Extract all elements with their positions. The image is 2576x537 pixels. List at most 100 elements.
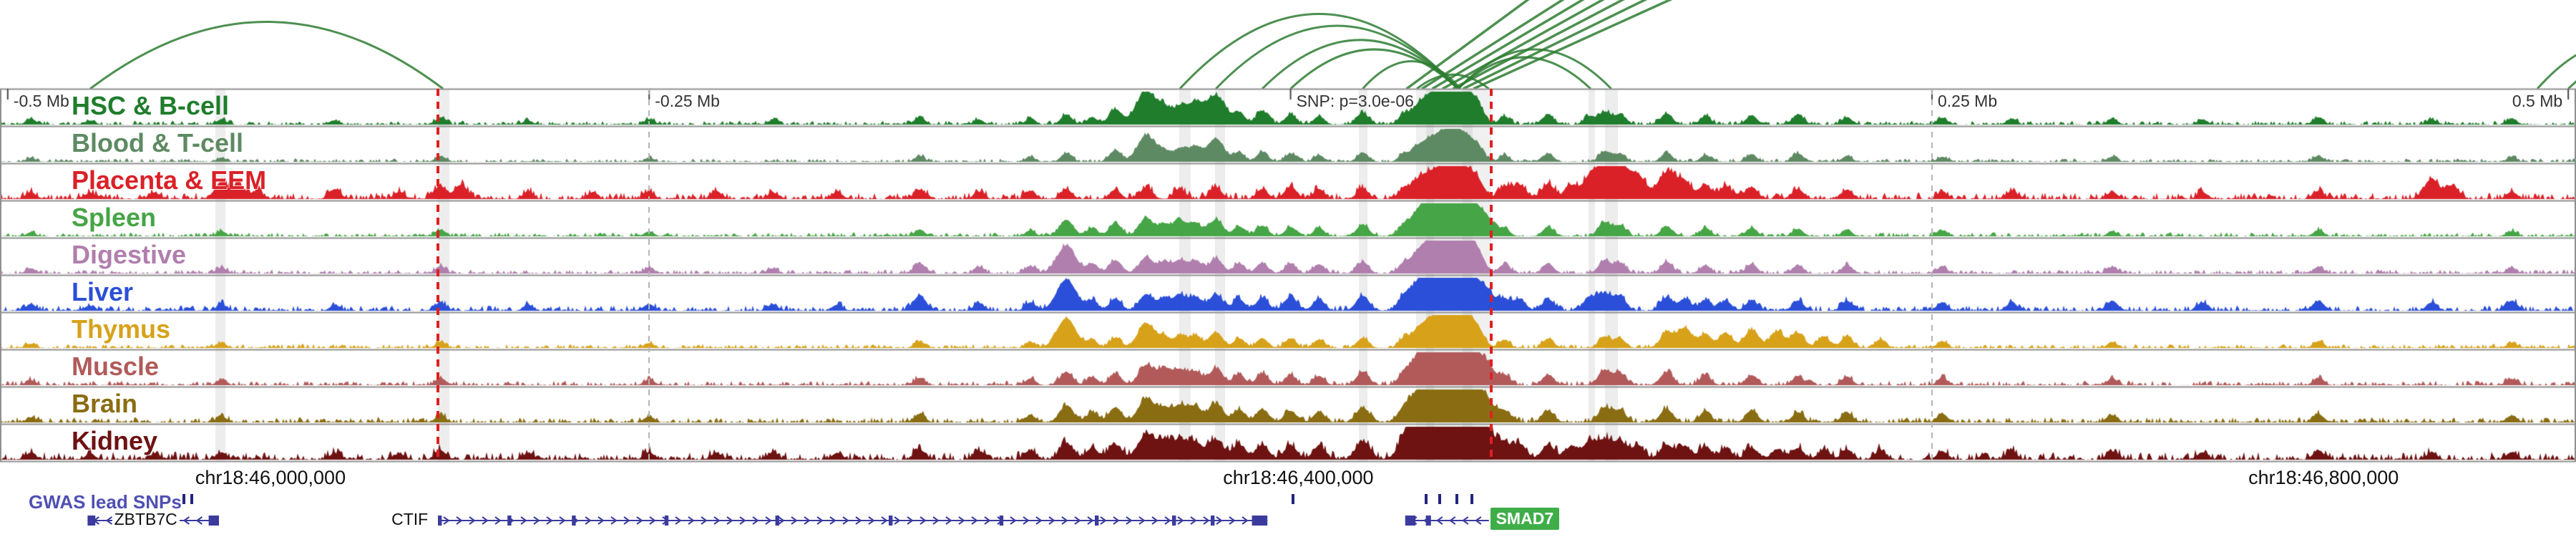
track-label-spleen: Spleen [72,203,157,232]
gwas-snp-tick [1470,494,1474,504]
gene-exon [507,516,512,526]
strand-arrow-icon [585,516,592,525]
track-label-liver: Liver [72,277,134,306]
ruler-label-left: -0.5 Mb [13,92,69,110]
strand-arrow-icon [597,516,605,525]
gene-label-smad7: SMAD7 [1490,508,1560,530]
gene-exon [1425,516,1431,526]
strand-arrow-icon [1035,516,1043,525]
strand-arrow-icon [791,516,798,525]
ruler-label-q1: -0.25 Mb [655,92,720,110]
coordinate-label-46800000: chr18:46,800,000 [2248,467,2399,488]
gene-exon [572,516,576,526]
track-label-muscle: Muscle [72,352,160,381]
strand-arrow-icon [932,516,940,525]
strand-arrow-icon [494,516,502,525]
gwas-snp-tick [1292,494,1295,504]
strand-arrow-icon [546,516,553,525]
strand-arrow-icon [919,516,927,525]
strand-arrow-icon [1048,516,1055,525]
strand-arrow-icon [688,516,695,525]
strand-arrow-icon [1203,516,1210,525]
gridline-dashed [1931,89,1933,461]
strand-arrow-icon [1138,516,1146,525]
snp-region-dashed-line [1490,89,1493,461]
strand-arrow-icon [1100,516,1107,525]
strand-arrow-icon [623,516,630,525]
strand-arrow-icon [1164,516,1171,525]
strand-arrow-icon [1087,516,1094,525]
strand-arrow-icon [713,516,721,525]
gene-label-ctif: CTIF [389,510,431,529]
strand-arrow-icon [469,516,476,525]
coordinate-label-46400000: chr18:46,400,000 [1223,467,1374,488]
strand-arrow-icon [842,516,849,525]
strand-arrow-icon [1023,516,1030,525]
strand-arrow-icon [894,516,901,525]
snp-region-dashed-line [436,89,439,461]
strand-arrow-icon [778,516,785,525]
strand-arrow-icon [804,516,811,525]
coordinate-label-46000000: chr18:46,000,000 [195,467,346,488]
gene-exon [889,516,893,526]
track-label-digestive: Digestive [72,240,187,269]
strand-arrow-icon [1229,516,1236,525]
gene-label-zbtb7c: ZBTB7C [112,510,180,529]
strand-arrow-icon [1010,516,1017,525]
gwas-snp-tick [182,494,186,504]
strand-arrow-icon [636,516,643,525]
strand-arrow-icon [752,516,759,525]
strand-arrow-icon [1177,516,1184,525]
gene-exon [208,516,219,526]
panel-edge [2575,89,2576,461]
strand-arrow-icon [443,516,450,525]
gwas-lead-snps-label: GWAS lead SNPs [29,491,182,513]
strand-arrow-icon [739,516,746,525]
strand-arrow-icon [1241,516,1249,525]
strand-arrow-icon [520,516,527,525]
gridline-dashed [648,89,650,461]
gwas-snp-tick [1438,494,1442,504]
strand-arrow-icon [610,516,618,525]
strand-arrow-icon [855,516,862,525]
strand-arrow-icon [1061,516,1068,525]
gwas-snp-tick [1424,494,1428,504]
track-label-placenta-eem: Placenta & EEM [72,165,267,195]
ruler-label-q3: 0.25 Mb [1938,92,1998,110]
gene-exon [775,516,779,526]
strand-arrow-icon [829,516,836,525]
gene-exon [1172,516,1176,526]
gene-exon [664,516,669,526]
track-label-blood-t-cell: Blood & T-cell [72,128,244,158]
gwas-snp-tick [1455,494,1458,504]
strand-arrow-icon [726,516,733,525]
track-label-kidney: Kidney [72,426,158,455]
strand-arrow-icon [1074,516,1081,525]
strand-arrow-icon [675,516,682,525]
track-label-hsc-b-cell: HSC & B-cell [72,91,230,120]
strand-arrow-icon [1113,516,1120,525]
gene-exon [999,516,1004,526]
strand-arrow-icon [1126,516,1133,525]
strand-arrow-icon [1151,516,1158,525]
strand-arrow-icon [971,516,978,525]
gene-exon [438,516,442,526]
track-label-brain: Brain [72,389,138,418]
strand-arrow-icon [195,516,203,525]
strand-arrow-icon [868,516,875,525]
track-label-thymus: Thymus [72,314,171,344]
gene-exon [1405,516,1416,526]
strand-arrow-icon [105,516,112,525]
gene-exon [1211,516,1215,526]
strand-arrow-icon [765,516,772,525]
strand-arrow-icon [958,516,965,525]
strand-arrow-icon [559,516,566,525]
strand-arrow-icon [1436,516,1443,525]
strand-arrow-icon [1475,516,1482,525]
strand-arrow-icon [881,516,888,525]
gene-exon [1095,516,1099,526]
strand-arrow-icon [1190,516,1197,525]
gwas-snp-tick [190,494,194,504]
